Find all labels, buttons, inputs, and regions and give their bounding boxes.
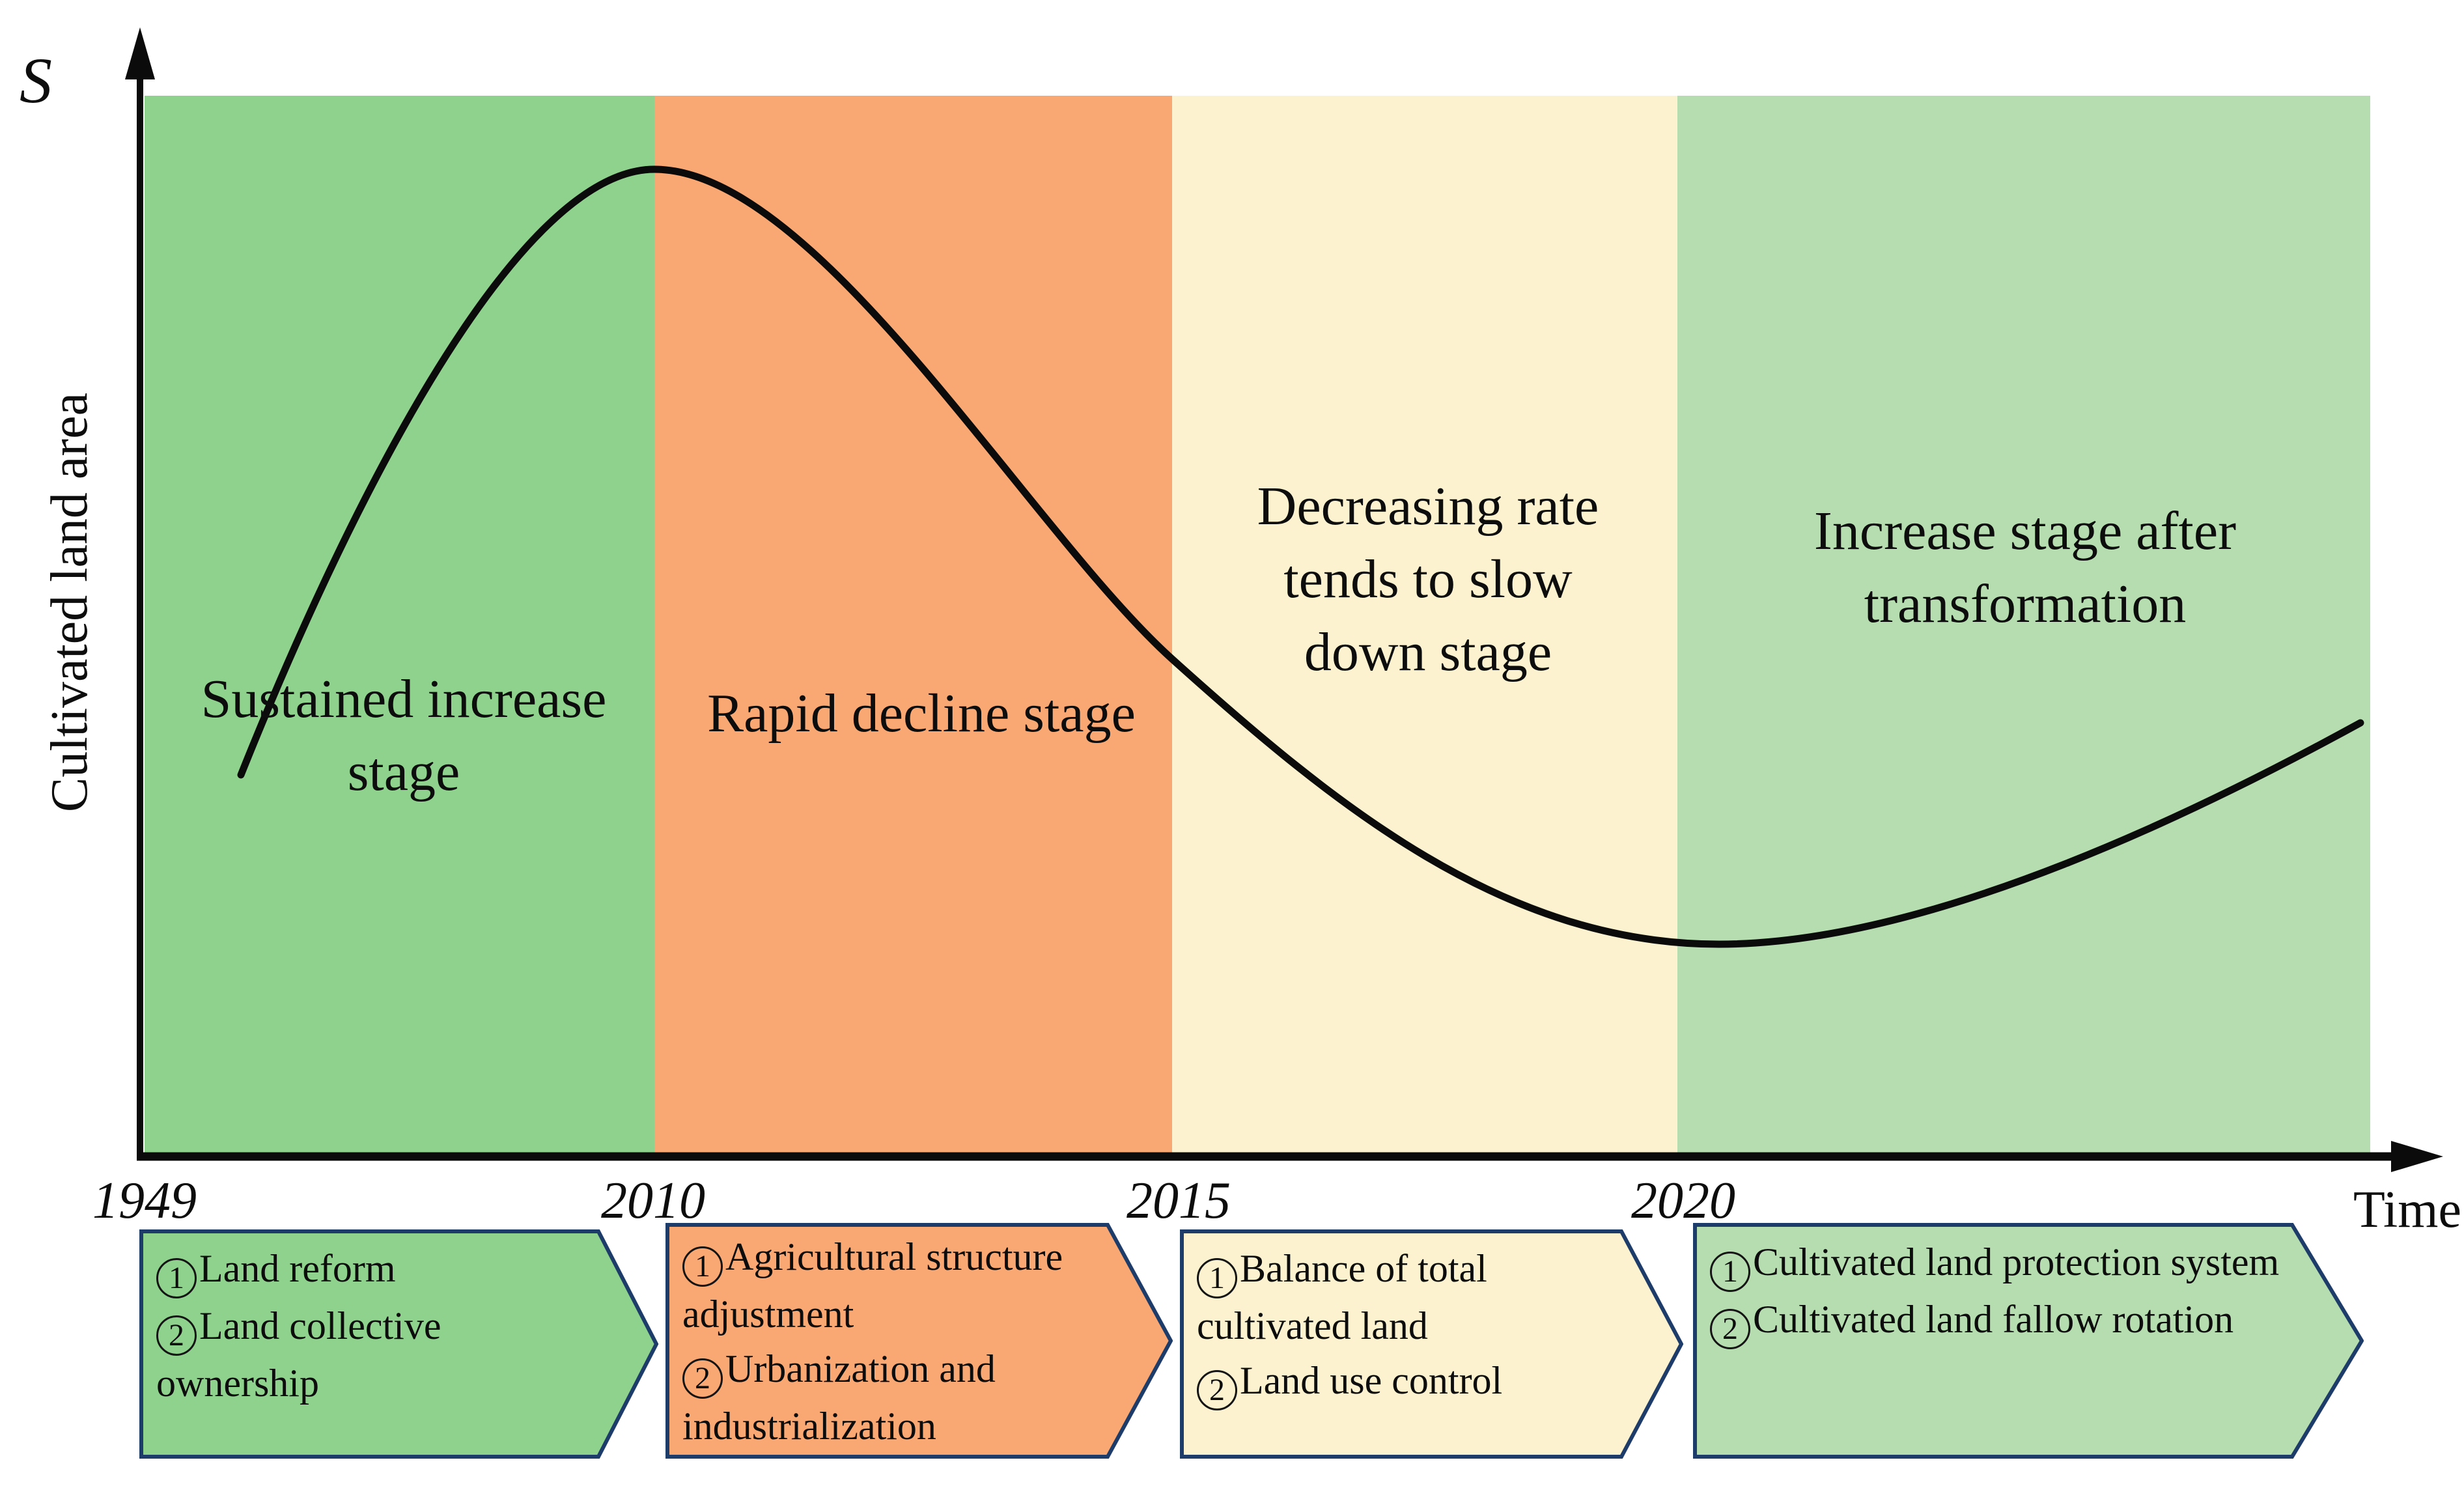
policy-box-text: 1 Balance of total cultivated land 2 Land … <box>1197 1241 1601 1410</box>
stage-label-line: tends to slow <box>1283 549 1573 610</box>
policy-item-text: Land collective ownership <box>156 1304 441 1405</box>
policy-item: 1 Agricultural structure adjustment <box>682 1229 1091 1341</box>
policy-box-2010-2015: 1 Agricultural structure adjustment 2 Urba… <box>665 1223 1173 1459</box>
band-increase-after <box>1677 96 2370 1157</box>
policy-item-text: Cultivated land fallow rotation <box>1753 1298 2234 1341</box>
stage-label-line: stage <box>347 742 460 802</box>
circled-number-icon: 2 <box>156 1315 197 1356</box>
cultivated-land-trend-curve <box>237 165 2364 948</box>
policy-item-text: Urbanization and industrialization <box>682 1347 996 1448</box>
tick-2010: 2010 <box>601 1172 705 1229</box>
policy-box-2015-2020: 1 Balance of total cultivated land 2 Land … <box>1180 1229 1683 1459</box>
policy-box-text: 1 Cultivated land protection system 2 Cult… <box>1710 1235 2296 1349</box>
stage-label-line: Increase stage after <box>1813 501 2237 561</box>
policy-box-shape <box>665 1223 1173 1459</box>
circled-number-icon: 1 <box>682 1246 723 1287</box>
stage-label-line: Sustained increase <box>201 669 607 729</box>
tick-2015: 2015 <box>1127 1172 1231 1229</box>
circled-number-icon: 2 <box>1197 1370 1237 1410</box>
policy-item: 1 Balance of total cultivated land <box>1197 1241 1601 1353</box>
stage-label-increase-after: Increase stage after transformation <box>1726 495 2325 641</box>
policy-item-text: Land reform <box>199 1247 396 1290</box>
policy-item: 1 Cultivated land protection system <box>1710 1235 2296 1292</box>
y-axis-title: Cultivated land area <box>41 392 98 813</box>
policy-box-shape <box>1180 1229 1683 1459</box>
policy-box-text: 1 Land reform 2 Land collective ownership <box>156 1241 573 1410</box>
policy-box-shape <box>1693 1223 2364 1459</box>
policy-item: 2 Land use control <box>1197 1353 1601 1410</box>
tick-1949: 1949 <box>92 1172 197 1229</box>
y-axis-symbol: S <box>20 44 52 117</box>
policy-item: 1 Land reform <box>156 1241 573 1298</box>
policy-box-text: 1 Agricultural structure adjustment 2 Urba… <box>682 1229 1091 1453</box>
circled-number-icon: 1 <box>1710 1252 1750 1292</box>
circled-number-icon: 2 <box>1710 1309 1750 1349</box>
policy-item: 2 Cultivated land fallow rotation <box>1710 1292 2296 1349</box>
stage-label-line: Decreasing rate <box>1257 476 1599 537</box>
policy-item-text: Agricultural structure adjustment <box>682 1235 1063 1336</box>
stage-label-sustained-increase: Sustained increase stage <box>150 663 658 809</box>
policy-box-after-2020: 1 Cultivated land protection system 2 Cult… <box>1693 1223 2364 1459</box>
policy-item: 2 Land collective ownership <box>156 1298 573 1410</box>
policy-item: 2 Urbanization and industrialization <box>682 1341 1091 1453</box>
policy-box-shape <box>139 1229 658 1459</box>
stage-label-decreasing-rate: Decreasing rate tends to slow down stage <box>1192 470 1664 689</box>
stage-label-line: down stage <box>1304 622 1552 682</box>
circled-number-icon: 1 <box>1197 1258 1237 1298</box>
circled-number-icon: 2 <box>682 1358 723 1399</box>
policy-box-1949-2010: 1 Land reform 2 Land collective ownership <box>139 1229 658 1459</box>
x-axis-title: Time <box>2353 1181 2461 1239</box>
band-rapid-decline <box>654 96 1172 1157</box>
band-sustained-increase <box>145 96 654 1157</box>
policy-item-text: Cultivated land protection system <box>1753 1241 2280 1283</box>
tick-2020: 2020 <box>1631 1172 1735 1229</box>
x-axis-arrowhead <box>2391 1141 2443 1172</box>
circled-number-icon: 1 <box>156 1258 197 1298</box>
stage-label-line: Rapid decline stage <box>707 683 1136 744</box>
stage-label-line: transformation <box>1864 574 2187 634</box>
policy-item-text: Land use control <box>1240 1359 1503 1402</box>
policy-item-text: Balance of total cultivated land <box>1197 1247 1487 1347</box>
y-axis-arrowhead <box>125 27 155 79</box>
stage-label-rapid-decline: Rapid decline stage <box>664 677 1179 750</box>
band-decreasing-rate <box>1172 96 1677 1157</box>
